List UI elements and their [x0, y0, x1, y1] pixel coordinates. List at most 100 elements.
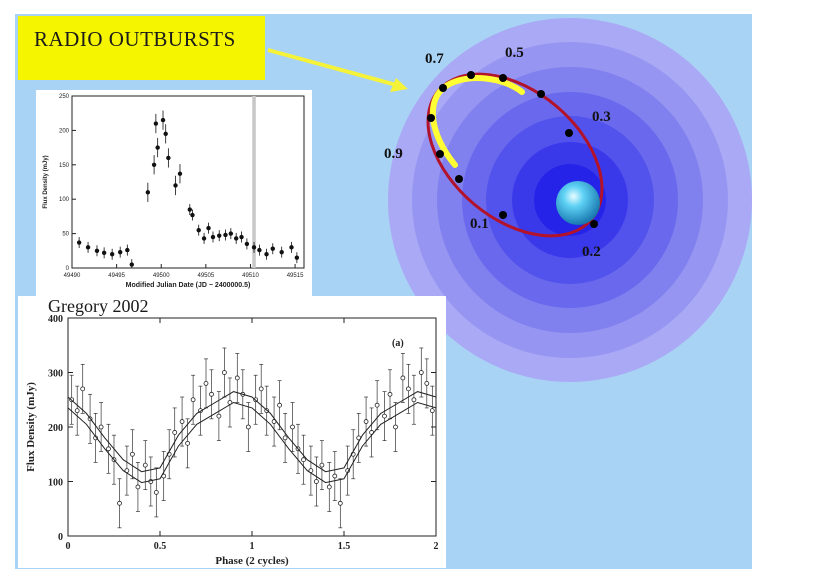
- data-point: [289, 245, 294, 250]
- data-point: [294, 255, 300, 260]
- data-point: [209, 391, 214, 397]
- data-point: [129, 262, 134, 267]
- y-tick-label: 0: [66, 266, 70, 272]
- data-point: [363, 419, 369, 424]
- model-curve: [67, 401, 437, 484]
- phase-xlabel: Phase (2 cycles): [215, 555, 289, 567]
- data-point: [163, 131, 168, 137]
- data-point: [228, 231, 234, 236]
- phase-label-0.1: 0.1: [470, 216, 489, 232]
- x-tick-label: 1.5: [338, 541, 351, 552]
- data-point: [76, 240, 82, 245]
- data-point: [234, 375, 240, 381]
- data-point: [405, 386, 411, 392]
- x-tick-label: 2: [434, 541, 439, 552]
- data-point: [153, 121, 159, 126]
- data-point: [177, 171, 183, 176]
- data-point: [258, 386, 264, 392]
- data-point: [117, 249, 123, 255]
- x-tick-label: 49515: [287, 273, 304, 279]
- data-point: [101, 250, 107, 256]
- data-point: [264, 252, 269, 257]
- y-tick-label: 250: [59, 94, 70, 100]
- y-tick-label: 50: [62, 232, 69, 238]
- data-point: [206, 225, 211, 231]
- data-point: [332, 473, 338, 479]
- data-point: [142, 462, 148, 468]
- phase-chart-background: [18, 296, 446, 568]
- data-point: [270, 246, 275, 251]
- data-point: [374, 402, 380, 408]
- phase-ylabel: Flux Density (mJy): [25, 382, 37, 472]
- data-point: [80, 386, 86, 392]
- light-curve-background: [36, 90, 312, 296]
- x-tick-label: 0.5: [154, 541, 167, 552]
- data-point: [279, 249, 284, 255]
- data-point: [387, 391, 393, 397]
- x-tick-label: 49510: [242, 273, 259, 279]
- data-point: [400, 375, 406, 381]
- data-point: [424, 381, 430, 386]
- orbit-phase-points: [427, 71, 598, 228]
- y-tick-label: 100: [48, 478, 63, 489]
- data-point: [429, 408, 435, 414]
- x-tick-label: 0: [66, 541, 71, 552]
- phase-label-0.5: 0.5: [505, 45, 524, 61]
- phase-panel-label: (a): [392, 338, 404, 349]
- data-point: [244, 241, 250, 247]
- data-point: [216, 413, 222, 419]
- phase-label-0.3: 0.3: [592, 109, 611, 125]
- data-point: [411, 397, 417, 403]
- phase-label-0.2: 0.2: [582, 244, 601, 260]
- data-point: [145, 190, 151, 195]
- data-point: [185, 440, 191, 446]
- data-point: [125, 247, 130, 253]
- be-star: [556, 181, 600, 225]
- data-point: [74, 408, 80, 414]
- title-banner: [18, 16, 265, 80]
- data-point: [173, 183, 178, 188]
- x-tick-label: 49495: [108, 273, 125, 279]
- y-tick-label: 400: [48, 314, 63, 325]
- data-point: [201, 236, 207, 241]
- data-point: [160, 117, 166, 123]
- data-point: [190, 212, 195, 218]
- data-point: [155, 145, 160, 150]
- data-point: [153, 489, 159, 495]
- data-point: [239, 234, 244, 240]
- data-point: [223, 232, 228, 238]
- data-point: [98, 424, 104, 430]
- data-point: [151, 162, 157, 167]
- y-tick-label: 200: [48, 423, 63, 434]
- data-point: [233, 236, 239, 241]
- observation-gap-band: [252, 96, 256, 268]
- phase-label-0.9: 0.9: [384, 146, 403, 162]
- data-point: [326, 484, 332, 490]
- data-point: [187, 207, 192, 212]
- y-tick-label: 150: [59, 163, 70, 169]
- data-point: [290, 424, 295, 430]
- data-point: [251, 245, 257, 250]
- data-point: [130, 451, 135, 457]
- x-tick-label: 1: [250, 541, 255, 552]
- data-point: [109, 252, 115, 257]
- data-point: [337, 500, 343, 506]
- data-point: [257, 247, 262, 253]
- y-tick-label: 200: [59, 128, 70, 134]
- data-point: [282, 435, 288, 441]
- y-tick-label: 100: [59, 197, 70, 203]
- data-point: [179, 419, 185, 424]
- data-point: [313, 479, 319, 484]
- data-point: [172, 430, 178, 435]
- data-point: [319, 462, 325, 468]
- data-point: [166, 155, 171, 161]
- y-tick-label: 0: [58, 532, 63, 543]
- data-point: [393, 424, 398, 430]
- data-point: [221, 370, 227, 375]
- light-curve-ylabel: Flux Density (mJy): [43, 155, 49, 208]
- data-point: [190, 397, 196, 403]
- x-tick-label: 49490: [64, 273, 81, 279]
- data-point: [135, 484, 141, 490]
